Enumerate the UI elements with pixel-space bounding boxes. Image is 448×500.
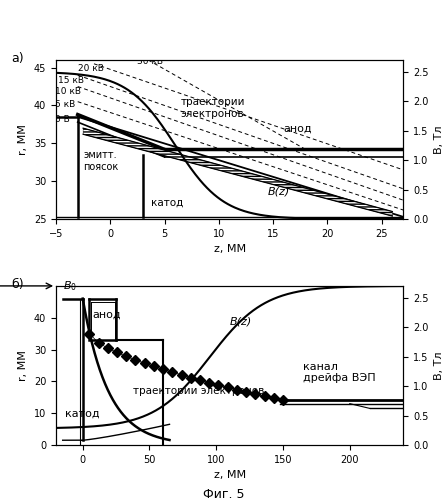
Text: 0 В: 0 В [55,115,70,124]
Text: 30 кВ: 30 кВ [138,57,164,66]
Text: катод: катод [151,198,184,207]
Text: анод: анод [284,124,312,134]
Y-axis label: B, Тл: B, Тл [434,126,444,154]
Text: 10 кВ: 10 кВ [55,87,81,96]
Text: канал
дрейфа ВЭП: канал дрейфа ВЭП [303,362,376,384]
Text: эмитт.
поясок: эмитт. поясок [83,150,118,172]
X-axis label: z, ММ: z, ММ [214,470,246,480]
Text: траектории электронов: траектории электронов [134,386,265,396]
Text: а): а) [11,52,23,65]
Text: 5 кВ: 5 кВ [55,100,75,109]
Text: траектории
электронов: траектории электронов [181,97,245,119]
Text: 20 кВ: 20 кВ [78,64,103,74]
Text: $B_0$: $B_0$ [63,279,77,293]
Text: Фиг. 5: Фиг. 5 [203,488,245,500]
Text: B(z): B(z) [267,187,290,197]
Y-axis label: r, ММ: r, ММ [18,124,28,155]
Text: 15 кВ: 15 кВ [58,76,84,84]
Y-axis label: B, Тл: B, Тл [434,351,444,380]
Text: б): б) [11,278,23,291]
Text: анод: анод [92,310,121,320]
X-axis label: z, ММ: z, ММ [214,244,246,254]
Text: катод: катод [65,408,100,418]
Y-axis label: r, ММ: r, ММ [18,350,28,381]
Text: B(z): B(z) [230,316,252,326]
